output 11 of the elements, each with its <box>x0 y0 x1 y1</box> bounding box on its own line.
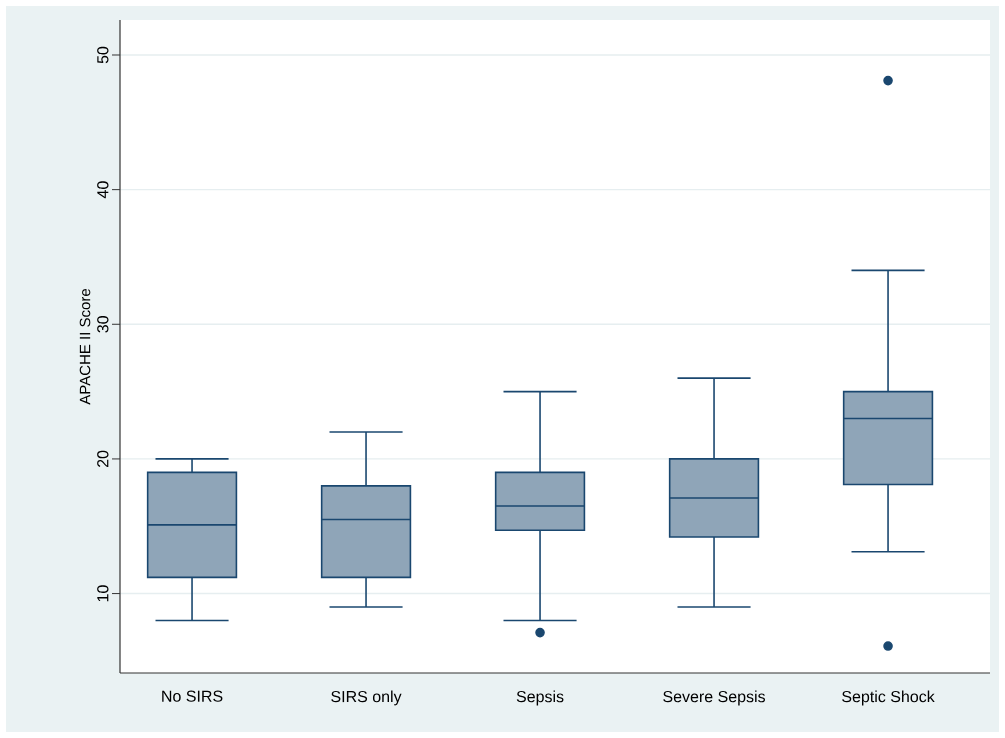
x-tick-label: Sepsis <box>516 690 564 706</box>
y-tick-label: 20 <box>97 450 109 468</box>
x-tick-label: No SIRS <box>162 690 223 702</box>
x-tick-label: SIRS only <box>331 690 402 706</box>
y-axis-title: APACHE II Score <box>79 288 91 405</box>
y-tick-label: 10 <box>97 585 109 602</box>
x-tick-label: Severe Sepsis <box>663 690 766 706</box>
y-tick-label: 30 <box>97 316 109 333</box>
x-tick-label: Septic Shock <box>842 690 935 706</box>
y-tick-label: 50 <box>97 46 109 64</box>
y-tick-label: 40 <box>97 181 109 199</box>
